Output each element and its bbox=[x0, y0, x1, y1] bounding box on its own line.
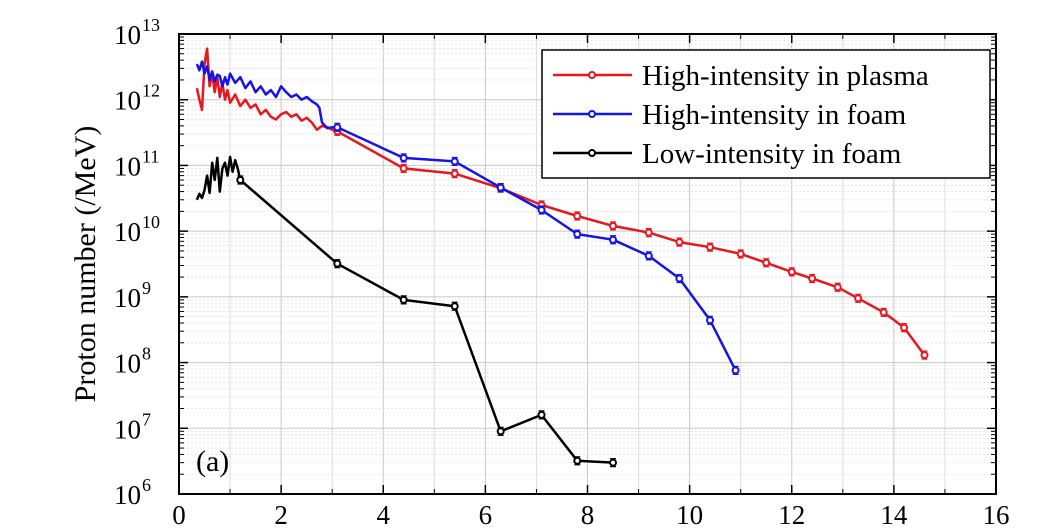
data-point-high-intensity-in-plasma bbox=[833, 283, 842, 292]
data-point-high-intensity-in-foam bbox=[731, 366, 740, 375]
data-point-high-intensity-in-plasma bbox=[573, 211, 582, 220]
y-tick-label: 10 bbox=[114, 151, 141, 181]
legend-swatch-marker bbox=[588, 110, 596, 118]
x-tick-label: 8 bbox=[581, 500, 595, 530]
legend-label: Low-intensity in foam bbox=[642, 138, 902, 170]
y-tick-label: 10 bbox=[114, 86, 141, 116]
data-point-high-intensity-in-plasma bbox=[762, 258, 771, 267]
data-point-low-intensity-in-foam bbox=[537, 410, 546, 419]
data-point-high-intensity-in-plasma bbox=[675, 238, 684, 247]
series-line-high-intensity-in-foam bbox=[195, 60, 737, 371]
data-point-high-intensity-in-foam bbox=[333, 123, 342, 132]
x-tick-label: 12 bbox=[778, 500, 805, 530]
legend-swatch-marker bbox=[588, 149, 596, 157]
data-point-high-intensity-in-plasma bbox=[808, 274, 817, 283]
data-point-low-intensity-in-foam bbox=[609, 458, 618, 467]
data-point-high-intensity-in-foam bbox=[609, 235, 618, 244]
y-tick-exponent: 6 bbox=[142, 475, 151, 495]
y-tick-exponent: 11 bbox=[142, 146, 159, 166]
x-tick-label: 2 bbox=[274, 500, 288, 530]
data-point-high-intensity-in-plasma bbox=[736, 249, 745, 258]
legend-label: High-intensity in plasma bbox=[642, 60, 929, 92]
y-tick-exponent: 8 bbox=[142, 344, 151, 364]
data-point-high-intensity-in-plasma bbox=[879, 308, 888, 317]
data-point-high-intensity-in-foam bbox=[644, 251, 653, 260]
x-tick-label: 4 bbox=[377, 500, 391, 530]
data-point-low-intensity-in-foam bbox=[573, 456, 582, 465]
series-line-high-intensity-in-plasma bbox=[195, 47, 926, 356]
data-point-high-intensity-in-plasma bbox=[787, 267, 796, 276]
y-tick-label: 10 bbox=[114, 480, 141, 510]
data-point-high-intensity-in-foam bbox=[675, 274, 684, 283]
x-axis-tick-labels: 0 2 4 6 8 10 12 14 16 bbox=[172, 500, 1009, 530]
panel-label: (a) bbox=[196, 445, 229, 478]
legend-label: High-intensity in foam bbox=[642, 99, 907, 131]
data-point-low-intensity-in-foam bbox=[236, 176, 245, 185]
y-tick-exponent: 7 bbox=[142, 409, 151, 429]
data-point-high-intensity-in-foam bbox=[496, 183, 505, 192]
data-point-low-intensity-in-foam bbox=[399, 295, 408, 304]
y-tick-exponent: 9 bbox=[142, 278, 151, 298]
y-tick-label: 10 bbox=[114, 349, 141, 379]
data-point-high-intensity-in-foam bbox=[537, 205, 546, 214]
y-tick-label: 10 bbox=[114, 414, 141, 444]
x-tick-label: 16 bbox=[983, 500, 1010, 530]
legend-swatch-marker bbox=[588, 71, 596, 79]
data-point-high-intensity-in-plasma bbox=[399, 164, 408, 173]
data-point-high-intensity-in-plasma bbox=[920, 351, 929, 360]
data-point-low-intensity-in-foam bbox=[333, 259, 342, 268]
data-point-high-intensity-in-foam bbox=[399, 153, 408, 162]
x-tick-label: 0 bbox=[172, 500, 186, 530]
y-tick-label: 10 bbox=[114, 217, 141, 247]
data-point-high-intensity-in-foam bbox=[573, 230, 582, 239]
series-line-low-intensity-in-foam bbox=[195, 155, 614, 464]
y-tick-label: 10 bbox=[114, 283, 141, 313]
x-tick-label: 10 bbox=[676, 500, 703, 530]
series-layer bbox=[195, 47, 929, 468]
axis-ticks bbox=[178, 33, 997, 495]
y-tick-exponent: 13 bbox=[142, 15, 160, 35]
data-point-low-intensity-in-foam bbox=[450, 302, 459, 311]
data-point-high-intensity-in-plasma bbox=[900, 323, 909, 332]
data-point-high-intensity-in-plasma bbox=[854, 294, 863, 303]
x-tick-label: 14 bbox=[880, 500, 908, 530]
y-tick-exponent: 12 bbox=[142, 81, 160, 101]
legend: High-intensity in plasma High-intensity i… bbox=[541, 49, 991, 179]
data-point-high-intensity-in-plasma bbox=[706, 243, 715, 252]
y-axis-title: Proton number (/MeV) bbox=[69, 126, 102, 403]
y-tick-exponent: 10 bbox=[142, 212, 160, 232]
x-tick-label: 6 bbox=[479, 500, 493, 530]
data-point-high-intensity-in-plasma bbox=[609, 221, 618, 230]
y-tick-label: 10 bbox=[114, 20, 141, 50]
data-point-high-intensity-in-plasma bbox=[644, 228, 653, 237]
data-point-low-intensity-in-foam bbox=[496, 427, 505, 436]
data-point-high-intensity-in-foam bbox=[706, 316, 715, 325]
data-point-high-intensity-in-foam bbox=[450, 157, 459, 166]
data-point-high-intensity-in-plasma bbox=[450, 169, 459, 178]
